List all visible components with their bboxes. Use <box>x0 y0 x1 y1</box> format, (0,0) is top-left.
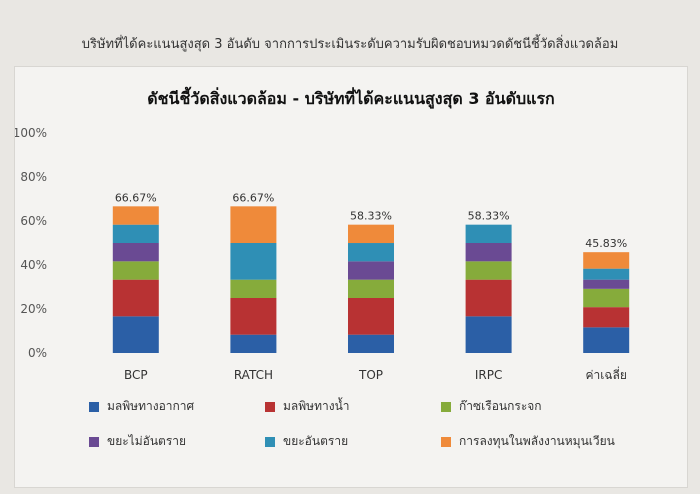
bar-segment <box>583 252 630 269</box>
legend-item: มลพิษทางอากาศ <box>89 397 265 416</box>
legend-item: ขยะไม่อันตราย <box>89 432 265 451</box>
legend-label: การลงทุนในพลังงานหมุนเวียน <box>459 434 615 448</box>
bar-segment <box>348 243 394 262</box>
x-category-label: TOP <box>358 368 383 382</box>
legend-label: ขยะอันตราย <box>283 434 349 448</box>
bar-total-label: 45.83% <box>585 237 627 250</box>
x-category-label: RATCH <box>234 368 273 382</box>
bar-segment <box>583 307 630 328</box>
bar-segment <box>348 298 394 335</box>
bar-total-label: 58.33% <box>468 210 510 223</box>
y-tick-label: 40% <box>20 258 47 272</box>
bar-segment <box>230 279 277 298</box>
x-category-label: BCP <box>124 368 148 382</box>
bar-total-label: 58.33% <box>350 210 392 223</box>
y-tick-label: 20% <box>20 302 47 316</box>
x-category-label: IRPC <box>475 368 503 382</box>
legend-item: การลงทุนในพลังงานหมุนเวียน <box>441 432 651 451</box>
bar-segment <box>465 279 512 317</box>
bar-segment <box>583 288 630 308</box>
bar-segment <box>348 261 394 280</box>
legend-label: มลพิษทางน้ำ <box>283 399 350 413</box>
legend-label: ขยะไม่อันตราย <box>107 434 187 448</box>
chart-panel: ดัชนีชี้วัดสิ่งแวดล้อม - บริษัทที่ได้คะแ… <box>14 66 688 488</box>
bar-segment <box>583 268 630 280</box>
bar-segment <box>112 261 159 280</box>
bar-segment <box>230 243 277 280</box>
bar-segment <box>230 298 277 335</box>
bar-segment <box>348 279 394 298</box>
y-tick-label: 60% <box>20 214 47 228</box>
bar-segment <box>112 279 159 317</box>
bar-segment <box>348 334 394 353</box>
bar-segment <box>465 243 512 262</box>
bar-segment <box>348 224 394 244</box>
chart-title: ดัชนีชี้วัดสิ่งแวดล้อม - บริษัทที่ได้คะแ… <box>147 89 555 108</box>
legend-swatch <box>89 401 99 412</box>
y-tick-label: 100% <box>15 126 47 140</box>
bar-segment <box>465 316 512 353</box>
bar-total-label: 66.67% <box>232 191 274 204</box>
legend-label: ก๊าซเรือนกระจก <box>459 399 542 413</box>
legend-swatch <box>441 401 451 412</box>
legend-swatch <box>441 436 451 447</box>
bar-segment <box>465 261 512 280</box>
bar-segment <box>583 279 630 289</box>
bar-segment <box>112 316 159 353</box>
legend-item: มลพิษทางน้ำ <box>265 397 441 416</box>
legend-swatch <box>265 436 275 447</box>
bar-segment <box>112 224 159 243</box>
legend-label: มลพิษทางอากาศ <box>107 399 195 413</box>
legend-swatch <box>265 401 275 412</box>
bar-segment <box>583 327 630 353</box>
bar-segment <box>465 224 512 243</box>
x-category-label: ค่าเฉลี่ย <box>585 366 626 382</box>
y-tick-label: 0% <box>28 346 47 360</box>
legend-swatch <box>89 436 99 447</box>
y-tick-label: 80% <box>20 170 47 184</box>
chart-legend: มลพิษทางอากาศ มลพิษทางน้ำ ก๊าซเรือนกระจกขย… <box>89 397 649 451</box>
bar-segment <box>112 206 159 225</box>
bar-segment <box>230 334 277 353</box>
legend-item: ขยะอันตราย <box>265 432 441 451</box>
bar-segment <box>230 206 277 243</box>
bar-segment <box>112 243 159 262</box>
chart-plot-area: 0% 20% 40% 60% 80% 100% 66.67% BCP 66.67% RATCH 58… <box>15 126 630 382</box>
legend-item: ก๊าซเรือนกระจก <box>441 397 651 416</box>
page-caption: บริษัทที่ได้คะแนนสูงสุด 3 อันดับ จากการป… <box>81 37 619 52</box>
bar-total-label: 66.67% <box>115 191 157 204</box>
